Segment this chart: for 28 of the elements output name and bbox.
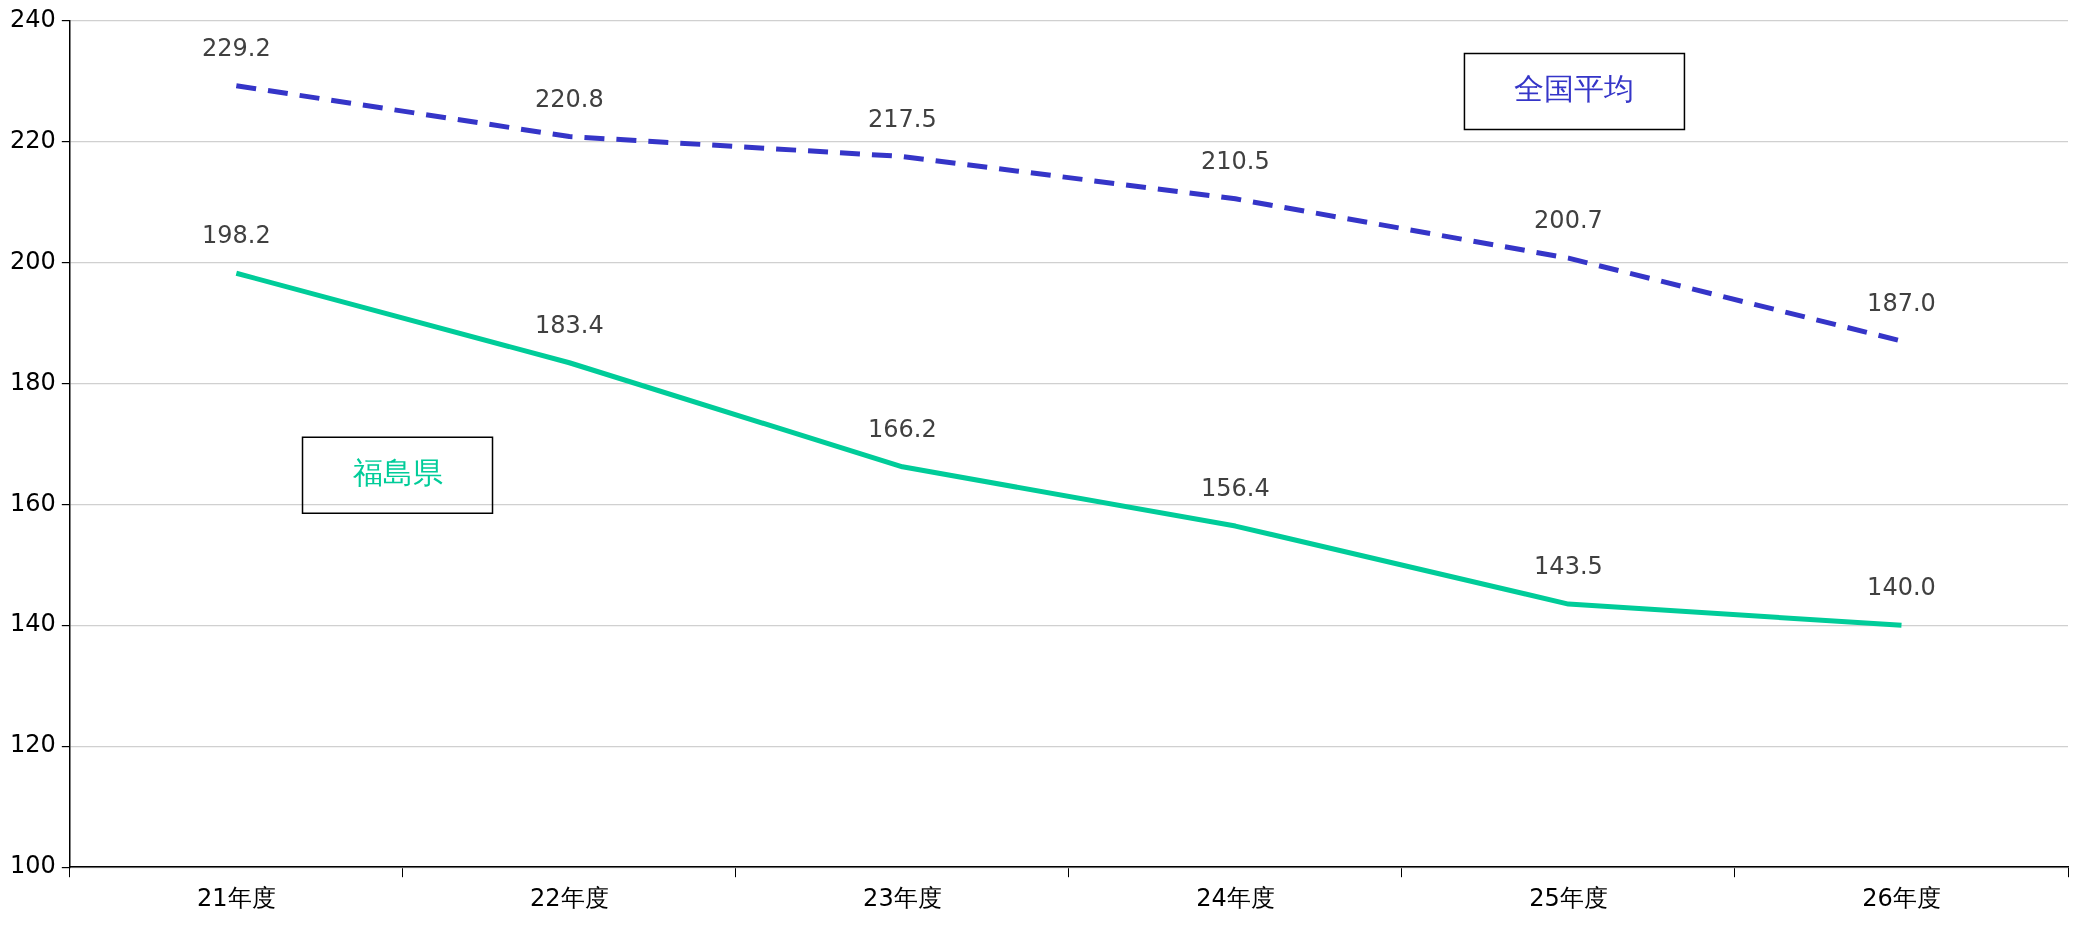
data-label: 210.5 [1201, 147, 1270, 176]
x-tick-label: 26年度 [1862, 883, 1941, 912]
data-label: 200.7 [1534, 206, 1603, 235]
x-tick-label: 23年度 [863, 883, 942, 912]
data-label: 187.0 [1867, 289, 1936, 318]
text: 全国平均 [1514, 71, 1635, 107]
x-tick-label: 22年度 [530, 883, 609, 912]
text: 福島県 [352, 454, 443, 490]
data-label: 166.2 [868, 415, 937, 444]
data-label: 140.0 [1867, 573, 1936, 602]
y-tick-label: 120 [10, 730, 56, 759]
x-tick-label: 25年度 [1529, 883, 1608, 912]
y-tick-label: 200 [10, 246, 56, 275]
y-tick-label: 240 [10, 4, 56, 33]
data-label: 229.2 [201, 33, 271, 62]
y-tick-label: 220 [10, 125, 56, 154]
x-tick-label: 21年度 [197, 883, 276, 912]
y-tick-label: 100 [10, 851, 56, 880]
y-tick-label: 180 [10, 367, 56, 396]
data-label: 220.8 [535, 84, 604, 113]
y-tick-label: 140 [10, 609, 56, 638]
data-label: 183.4 [535, 310, 604, 339]
x-tick-label: 24年度 [1196, 883, 1275, 912]
y-tick-label: 160 [10, 488, 56, 517]
data-label: 156.4 [1201, 474, 1270, 503]
data-label: 143.5 [1534, 552, 1603, 581]
data-label: 198.2 [201, 221, 271, 250]
data-label: 217.5 [868, 104, 937, 133]
